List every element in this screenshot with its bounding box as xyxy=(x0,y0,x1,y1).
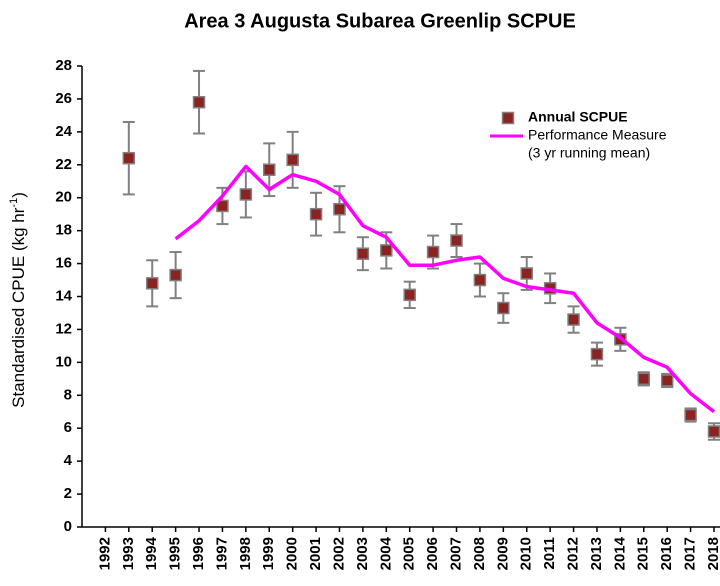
marker xyxy=(497,301,510,315)
x-tick-label: 2002 xyxy=(330,537,347,570)
x-tick-label: 2008 xyxy=(471,537,488,570)
x-tick-label: 2006 xyxy=(424,537,441,570)
x-tick-label: 2009 xyxy=(494,537,511,570)
marker xyxy=(192,95,206,109)
chart-title: Area 3 Augusta Subarea Greenlip SCPUE xyxy=(184,10,576,32)
y-tick-label: 16 xyxy=(55,255,72,272)
y-label-text: Standardised CPUE (kg hr xyxy=(9,207,28,408)
x-tick-label: 2012 xyxy=(565,537,582,570)
y-tick-label: 10 xyxy=(55,353,72,370)
legend-swatch xyxy=(501,111,515,125)
marker xyxy=(216,199,229,213)
x-tick-label: 2005 xyxy=(401,537,418,570)
marker xyxy=(286,153,299,167)
x-tick-label: 1996 xyxy=(190,537,207,570)
marker xyxy=(403,288,416,302)
marker xyxy=(356,247,370,260)
y-tick-label: 14 xyxy=(55,287,72,304)
x-tick-label: 2001 xyxy=(307,537,324,570)
marker xyxy=(169,268,182,282)
y-tick-label: 2 xyxy=(64,485,72,502)
y-label-sup: -1 xyxy=(8,198,20,208)
y-tick-label: 26 xyxy=(55,90,72,107)
marker xyxy=(122,151,136,165)
y-tick-label: 4 xyxy=(64,452,73,469)
marker xyxy=(333,202,346,216)
marker xyxy=(660,374,674,387)
y-tick-label: 20 xyxy=(55,189,72,206)
x-tick-label: 2000 xyxy=(284,537,301,570)
legend-label: Performance Measure xyxy=(528,127,667,143)
performance-line xyxy=(174,164,716,414)
marker xyxy=(239,188,253,201)
x-tick-label: 1993 xyxy=(120,537,137,570)
y-tick-label: 24 xyxy=(55,123,72,140)
x-tick-label: 2016 xyxy=(658,537,675,570)
x-tick-label: 1998 xyxy=(237,537,254,570)
y-tick-label: 18 xyxy=(55,222,72,239)
y-tick-label: 22 xyxy=(55,156,72,173)
marker xyxy=(473,273,487,287)
marker xyxy=(450,234,463,247)
y-tick-label: 6 xyxy=(64,419,72,436)
x-tick-label: 1994 xyxy=(143,536,160,570)
marker xyxy=(637,372,651,386)
x-tick-label: 2015 xyxy=(635,537,652,570)
marker xyxy=(590,347,604,361)
y-tick-label: 12 xyxy=(55,320,72,337)
marker xyxy=(145,277,159,290)
legend-label: Annual SCPUE xyxy=(528,109,628,125)
x-tick-label: 2007 xyxy=(447,537,464,570)
x-tick-label: 1992 xyxy=(96,537,113,570)
x-tick-label: 2003 xyxy=(354,537,371,570)
y-axis-label: Standardised CPUE (kg hr-1) xyxy=(8,192,29,408)
x-tick-label: 1995 xyxy=(167,537,184,570)
marker xyxy=(380,244,393,257)
legend-note: (3 yr running mean) xyxy=(528,145,650,161)
marker xyxy=(567,313,580,326)
x-tick-label: 2011 xyxy=(541,537,558,570)
y-label-end: ) xyxy=(9,192,28,198)
x-tick-label: 1999 xyxy=(260,537,277,570)
y-tick-label: 0 xyxy=(64,518,72,535)
x-tick-label: 1997 xyxy=(213,537,230,570)
marker xyxy=(309,207,323,221)
x-tick-label: 2004 xyxy=(377,536,394,570)
marker xyxy=(426,245,440,259)
x-tick-label: 2017 xyxy=(682,537,699,570)
marker xyxy=(520,267,533,280)
marker xyxy=(707,425,720,438)
x-tick-label: 2013 xyxy=(588,537,605,570)
y-tick-label: 28 xyxy=(55,57,72,74)
x-tick-label: 2014 xyxy=(611,536,628,570)
marker xyxy=(684,408,697,422)
marker xyxy=(263,163,276,176)
y-tick-label: 8 xyxy=(64,386,72,403)
x-tick-label: 2018 xyxy=(705,537,720,570)
x-tick-label: 2010 xyxy=(518,537,535,570)
